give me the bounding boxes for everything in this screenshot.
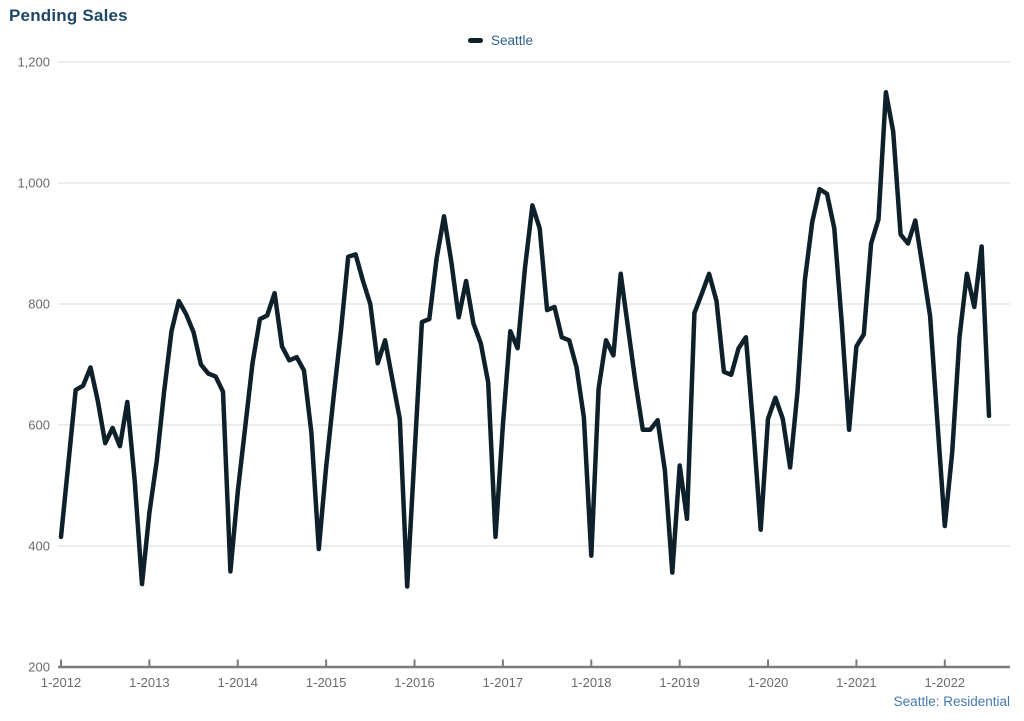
chart-title: Pending Sales [9,6,128,25]
y-axis-label: 400 [28,539,50,554]
y-axis-label: 200 [28,660,50,675]
chart-source-label: Seattle: Residential [893,694,1010,709]
x-axis-label: 1-2021 [836,675,876,690]
y-axis-label: 1,000 [17,176,50,191]
x-axis-label: 1-2020 [748,675,788,690]
x-axis-label: 1-2019 [659,675,699,690]
seattle-series-line[interactable] [58,90,992,589]
x-axis-label: 1-2017 [483,675,523,690]
y-axis-label: 600 [28,418,50,433]
legend-label-seattle: Seattle [491,33,534,48]
x-axis-label: 1-2012 [41,675,81,690]
legend-line-marker-icon [468,38,483,43]
x-axis-label: 1-2016 [394,675,434,690]
y-axis-label: 1,200 [17,55,50,70]
x-axis-label: 1-2018 [571,675,611,690]
x-axis-label: 1-2022 [925,675,965,690]
y-axis-label: 800 [28,297,50,312]
legend[interactable]: Seattle [468,33,533,48]
x-axis-label: 1-2013 [129,675,169,690]
x-axis-label: 1-2014 [218,675,258,690]
x-axis-label: 1-2015 [306,675,346,690]
